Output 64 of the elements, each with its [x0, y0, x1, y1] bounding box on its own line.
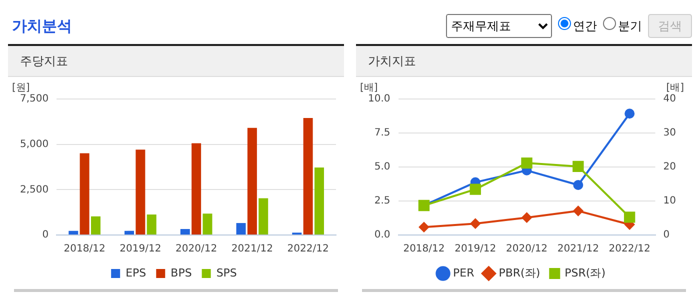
- bar: [314, 168, 324, 234]
- legend-label: PBR(좌): [498, 266, 540, 280]
- y-tick-label: 2,500: [20, 184, 49, 196]
- x-tick-label: 2021/12: [557, 244, 599, 255]
- text: 검색: [648, 14, 692, 38]
- legend-label: SPS: [216, 266, 237, 280]
- bar: [258, 198, 268, 234]
- bar: [192, 143, 202, 234]
- point: [522, 212, 532, 223]
- x-tick-label: 2022/12: [608, 244, 650, 255]
- y-tick-label: 5.0: [374, 162, 390, 173]
- y-tick-label: 0: [42, 230, 49, 241]
- chart-title: 가치지표: [356, 44, 692, 77]
- point: [573, 206, 584, 216]
- y-tick-label: 7,500: [20, 94, 49, 105]
- text: 주재무제표: [446, 14, 552, 38]
- chart-title: 주당지표: [8, 44, 344, 77]
- y-tick-label: 2.5: [374, 196, 390, 207]
- bar: [303, 118, 313, 234]
- legend-label: EPS: [126, 266, 146, 280]
- y2-tick-label: 20: [663, 162, 676, 173]
- point: [470, 218, 480, 229]
- text: 분기: [617, 18, 642, 35]
- legend-label: BPS: [170, 266, 192, 280]
- y2-tick-label: 40: [663, 94, 676, 105]
- y2-axis-title: [배]: [666, 82, 684, 94]
- bar: [236, 223, 246, 234]
- x-tick-label: 2020/12: [176, 244, 218, 255]
- y-axis-title: [배]: [360, 82, 378, 94]
- x-tick-label: 2019/12: [120, 244, 162, 255]
- point: [521, 157, 532, 169]
- point: [624, 108, 635, 119]
- legend-label: PSR(좌): [564, 266, 606, 280]
- y2-tick-label: 30: [663, 128, 676, 139]
- bar: [146, 214, 156, 234]
- bar: [90, 216, 100, 234]
- x-tick-label: 2018/12: [403, 244, 445, 255]
- x-tick-label: 2022/12: [287, 244, 329, 255]
- y-tick-label: 5,000: [20, 138, 49, 150]
- y-tick-label: 0.0: [374, 230, 390, 241]
- bar: [180, 229, 190, 234]
- bar: [136, 150, 146, 234]
- bar: [124, 230, 134, 234]
- y2-tick-label: 10: [663, 196, 676, 207]
- bar: [247, 128, 257, 234]
- text: 가치분석: [11, 16, 73, 36]
- bar: [80, 153, 90, 234]
- y-tick-label: 7.5: [374, 128, 390, 139]
- bar: [202, 214, 212, 234]
- y2-tick-label: 0: [663, 230, 670, 241]
- point: [573, 180, 584, 190]
- legend-label: PER: [453, 266, 475, 280]
- y-tick-label: 10.0: [368, 94, 390, 105]
- point: [624, 212, 636, 223]
- point: [418, 222, 429, 232]
- x-tick-label: 2020/12: [506, 244, 548, 255]
- point: [470, 184, 481, 195]
- bar: [68, 230, 78, 234]
- text: 연간: [572, 18, 597, 35]
- x-tick-label: 2019/12: [454, 244, 496, 255]
- y-axis-title: [원]: [12, 82, 30, 94]
- x-tick-label: 2021/12: [231, 244, 273, 255]
- point: [572, 160, 584, 172]
- x-tick-label: 2018/12: [64, 244, 106, 255]
